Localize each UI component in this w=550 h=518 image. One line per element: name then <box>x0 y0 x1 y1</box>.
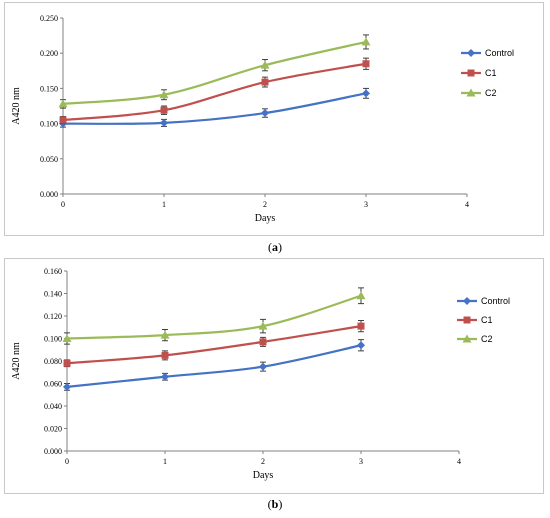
chart-b-y-tick-label: 0.040 <box>44 402 62 411</box>
chart-a-legend-label-c2: C2 <box>485 88 497 98</box>
chart-b-x-tick-label: 3 <box>359 457 363 466</box>
chart-b-series-control-point <box>161 372 169 381</box>
chart-b-series-control-line <box>66 344 362 388</box>
chart-b-series-control-point <box>63 382 71 391</box>
chart-a-series-c1-point <box>59 116 67 124</box>
chart-b-legend-marker-c2 <box>462 334 472 343</box>
chart-b-y-tick-label: 0.120 <box>44 312 62 321</box>
chart-a-legend-marker-c1 <box>467 69 475 77</box>
chart-b-y-axis-label: A420 nm <box>11 342 22 380</box>
chart-a-x-tick-label: 4 <box>465 200 469 209</box>
chart-a-y-tick-label: 0.050 <box>40 155 58 164</box>
chart-b-series-c1-point <box>63 359 71 367</box>
chart-b-y-tick-label: 0.080 <box>44 357 62 366</box>
chart-a-series-c1-line <box>62 62 367 122</box>
chart-a-legend-label-control: Control <box>485 48 514 58</box>
caption-a-letter: a <box>272 240 278 254</box>
chart-b-series-c1-point <box>357 322 365 330</box>
chart-a-series-c1-point <box>362 60 370 68</box>
chart-a-x-tick-label: 0 <box>61 200 65 209</box>
chart-b-x-tick-label: 1 <box>163 457 167 466</box>
caption-a: (a) <box>268 240 282 254</box>
chart-b-series-c2-point <box>258 321 268 330</box>
chart-b-legend-marker-control <box>463 297 471 305</box>
chart-a-series-control-line <box>62 92 367 125</box>
chart-b-series-control-point <box>259 362 267 371</box>
chart-a-y-tick-label: 0.200 <box>40 49 58 58</box>
chart-b-y-tick-label: 0.020 <box>44 425 62 434</box>
chart-b-series-c2-point <box>160 330 170 339</box>
chart-a-legend-marker-c2 <box>466 88 476 97</box>
chart-a-series-c2-point <box>260 60 270 69</box>
caption-b: (b) <box>267 497 283 511</box>
chart-b-y-tick-label: 0.140 <box>44 290 62 299</box>
chart-a-legend-label-c1: C1 <box>485 68 497 78</box>
chart-a-series-c2-point <box>58 99 68 108</box>
chart-b-x-tick-label: 0 <box>65 457 69 466</box>
chart-b-series-c1-line <box>66 325 362 365</box>
chart-b-x-tick-label: 2 <box>261 457 265 466</box>
chart-a-series-c2-line <box>62 40 367 105</box>
chart-a-series-c2-point <box>361 37 371 46</box>
chart-b-y-tick-label: 0.160 <box>44 267 62 276</box>
chart-b-x-axis-label: Days <box>253 470 274 481</box>
chart-a-y-tick-label: 0.100 <box>40 120 58 129</box>
chart-panel-a: 0.000 0.050 0.100 0.150 0.200 0.250 0 1 2 3 4 Days A… <box>4 2 544 236</box>
chart-b-series-c1-point <box>259 338 267 346</box>
chart-b-y-tick-label: 0.000 <box>44 447 62 456</box>
chart-b-legend-label-c2: C2 <box>481 334 493 344</box>
chart-b-legend-marker-c1 <box>463 316 471 324</box>
chart-a-series-control-point <box>160 118 168 127</box>
chart-a-x-tick-label: 3 <box>364 200 368 209</box>
chart-b-series-c2-line <box>66 294 362 340</box>
chart-b-series-c2-point <box>62 334 72 342</box>
chart-b-series-c2-point <box>356 291 366 300</box>
chart-a-y-tick-label: 0.000 <box>40 190 58 199</box>
chart-a-x-axis-label: Days <box>255 213 276 224</box>
chart-a-y-tick-label: 0.150 <box>40 84 58 93</box>
chart-a-y-tick-label: 0.250 <box>40 14 58 23</box>
chart-b-legend-label-c1: C1 <box>481 315 493 325</box>
chart-b-x-tick-label: 4 <box>457 457 461 466</box>
chart-b-series-c1-point <box>161 351 169 359</box>
chart-a-x-tick-label: 1 <box>162 200 166 209</box>
chart-a-series-control-point <box>362 89 370 98</box>
chart-b-y-tick-label: 0.060 <box>44 380 62 389</box>
chart-panel-b: 0.000 0.020 0.040 0.060 0.080 0.100 0.120 0.140… <box>4 258 544 494</box>
chart-b-svg: 0.000 0.020 0.040 0.060 0.080 0.100 0.120 0.140… <box>11 267 510 481</box>
chart-a-series-c2-point <box>159 90 169 99</box>
chart-a-series-c1-point <box>160 106 168 114</box>
chart-a-series-control-point <box>261 109 269 118</box>
chart-a-y-axis-label: A420 nm <box>11 87 22 125</box>
chart-a-svg: 0.000 0.050 0.100 0.150 0.200 0.250 0 1 2 3 4 Days A… <box>11 14 514 224</box>
chart-b-series-control-point <box>357 341 365 350</box>
chart-b-legend-label-control: Control <box>481 296 510 306</box>
chart-a-series-c1-point <box>261 78 269 86</box>
chart-a-x-tick-label: 2 <box>263 200 267 209</box>
caption-b-letter: b <box>271 497 279 511</box>
chart-a-legend-marker-control <box>467 49 475 57</box>
chart-b-y-tick-label: 0.100 <box>44 335 62 344</box>
